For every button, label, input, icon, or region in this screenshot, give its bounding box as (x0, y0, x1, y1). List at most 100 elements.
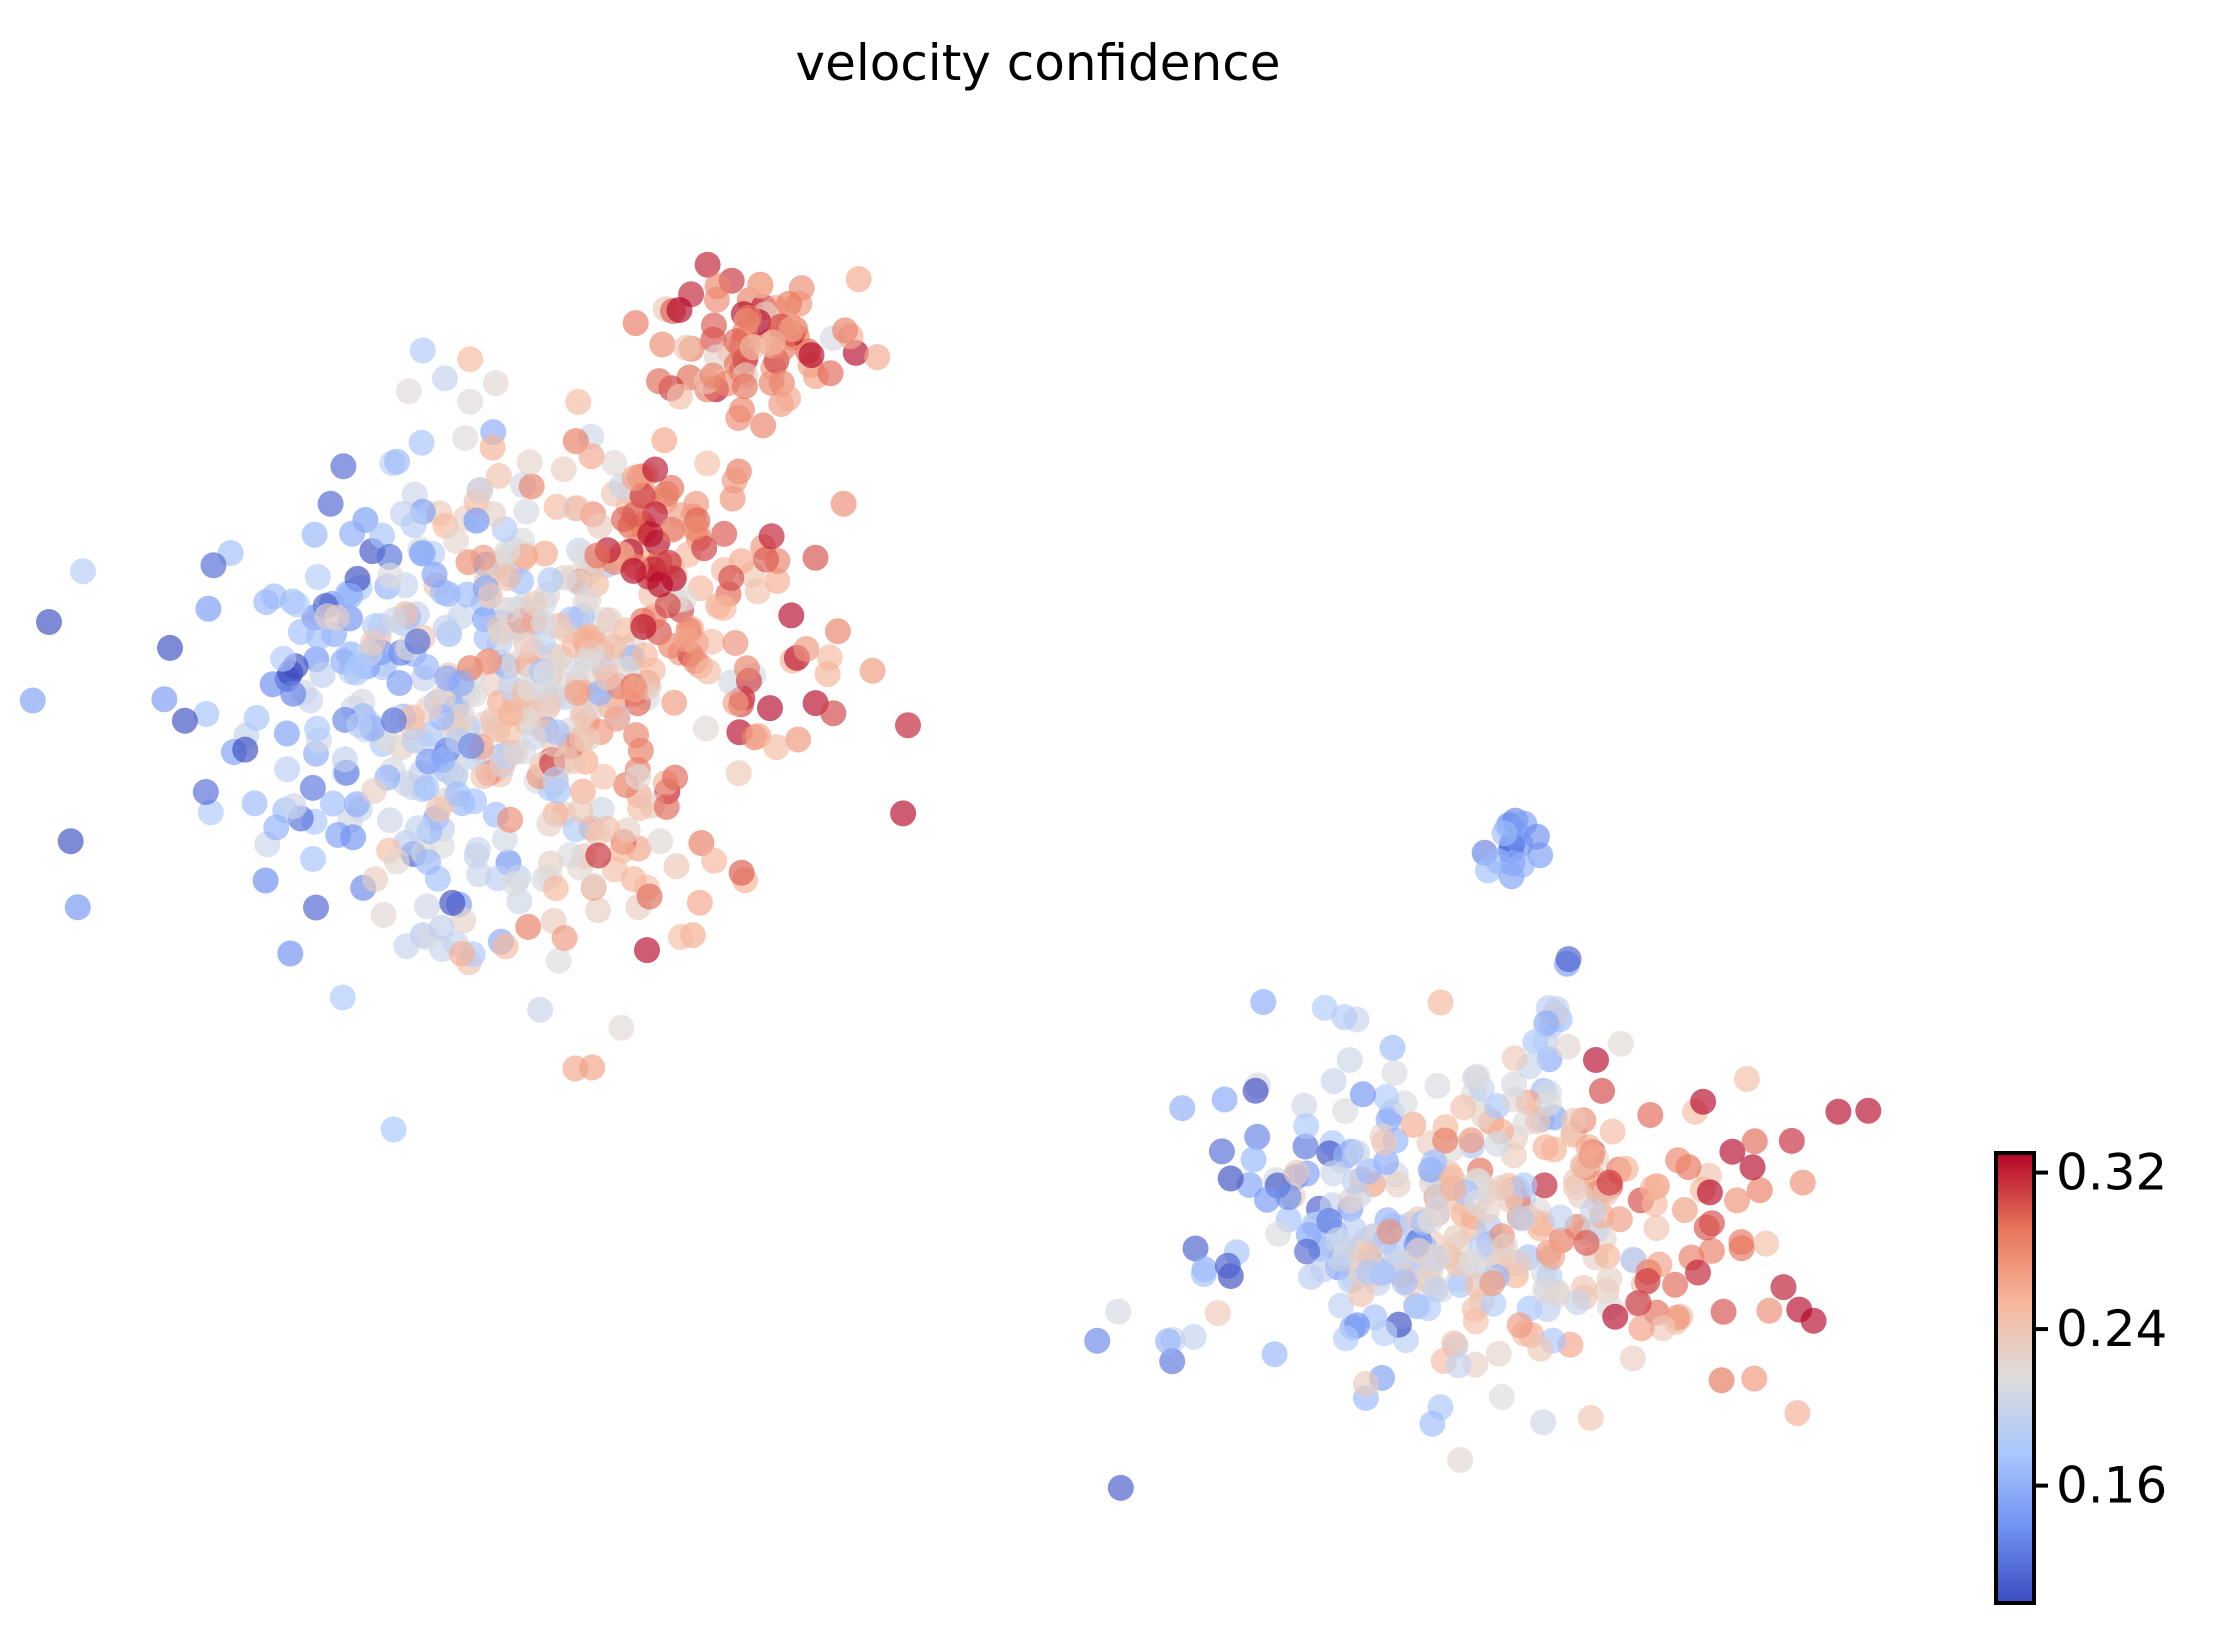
scatter-point (1561, 1107, 1587, 1134)
scatter-point (448, 940, 475, 967)
scatter-point (565, 388, 592, 415)
scatter-point (243, 704, 270, 731)
scatter-point (1356, 1259, 1382, 1286)
scatter-point (1573, 1229, 1600, 1256)
scatter-point (377, 807, 403, 834)
scatter-point (614, 817, 641, 844)
scatter-point (608, 1014, 635, 1041)
scatter-point (1244, 1123, 1271, 1150)
scatter-point (564, 679, 591, 706)
scatter-point (431, 365, 458, 392)
scatter-point (1464, 1063, 1491, 1090)
scatter-point (1320, 1068, 1347, 1095)
scatter-point (1379, 1034, 1406, 1061)
scatter-point (1506, 1249, 1533, 1276)
scatter-point (580, 872, 607, 899)
scatter-point (1756, 1297, 1783, 1324)
scatter-point (1532, 1134, 1559, 1161)
scatter-point (408, 429, 435, 456)
scatter-point (718, 565, 745, 591)
scatter-point (1443, 1224, 1470, 1251)
scatter-point (1217, 1165, 1244, 1192)
scatter-point (404, 628, 431, 655)
scatter-point (1506, 1312, 1533, 1339)
scatter-point (57, 828, 84, 855)
scatter-point (409, 337, 436, 364)
scatter-point (575, 623, 602, 650)
scatter-point (1554, 1033, 1581, 1060)
scatter-point (622, 676, 649, 703)
scatter-point (1291, 1092, 1318, 1119)
scatter-point (1527, 1335, 1554, 1362)
scatter-point (383, 848, 410, 875)
scatter-point (1487, 1175, 1514, 1202)
scatter-point (304, 564, 331, 590)
scatter-point (1384, 1171, 1411, 1198)
scatter-point (1415, 1295, 1442, 1322)
scatter-point (151, 686, 178, 713)
scatter-point (704, 273, 731, 300)
scatter-point (497, 806, 524, 833)
scatter-point (725, 760, 752, 787)
scatter-point (1349, 1081, 1376, 1108)
scatter-point (395, 378, 422, 405)
scatter-point (1547, 1204, 1574, 1231)
scatter-point (1643, 1215, 1670, 1242)
scatter-point (1637, 1102, 1664, 1128)
scatter-point (864, 344, 891, 371)
scatter-point (1596, 1265, 1623, 1292)
scatter-point (1254, 1186, 1280, 1213)
scatter-point (1671, 1197, 1698, 1223)
colorbar-ticks: 0.16 0.24 0.32 (2034, 1144, 2167, 1515)
scatter-point (492, 933, 519, 960)
scatter-point (1625, 1290, 1652, 1317)
scatter-point (64, 894, 91, 921)
scatter-point (734, 655, 760, 682)
scatter-point (432, 615, 459, 641)
scatter-point (700, 312, 727, 339)
scatter-point (304, 715, 331, 742)
scatter-point (722, 689, 749, 716)
scatter-point (666, 383, 693, 410)
scatter-point (1391, 1269, 1418, 1296)
scatter-point (764, 568, 791, 594)
scatter-point (1485, 1340, 1512, 1367)
scatter-point (317, 490, 344, 517)
scatter-point (1665, 1147, 1692, 1174)
scatter-point (434, 665, 461, 692)
scatter-point (1447, 1447, 1474, 1473)
scatter-point (1696, 1179, 1723, 1206)
scatter-point (1373, 1084, 1399, 1111)
scatter-point (533, 660, 560, 687)
scatter-point (817, 360, 844, 387)
scatter-point (482, 370, 509, 397)
scatter-point (578, 443, 605, 470)
scatter-point (590, 763, 617, 790)
scatter-point (568, 725, 595, 752)
scatter-point (1265, 1220, 1292, 1247)
scatter-point (1728, 1235, 1755, 1262)
scatter-point (695, 658, 722, 685)
scatter-point (1283, 1159, 1310, 1186)
scatter-point (1159, 1348, 1186, 1375)
scatter-point (300, 846, 326, 872)
scatter-point (1634, 1268, 1661, 1294)
scatter-point (1381, 1059, 1408, 1086)
scatter-point (845, 266, 872, 293)
scatter-point (739, 334, 766, 361)
chart-title: velocity confidence (795, 34, 1280, 92)
scatter-point (758, 523, 785, 550)
scatter-point (1479, 1270, 1506, 1297)
scatter-point (1371, 1129, 1398, 1156)
scatter-point (1786, 1296, 1813, 1323)
scatter-point (477, 582, 504, 609)
scatter-point (384, 448, 410, 475)
scatter-point (1355, 1158, 1382, 1185)
scatter-point (401, 727, 428, 754)
scatter-point (585, 842, 612, 869)
scatter-point (567, 797, 594, 824)
scatter-point (1741, 1128, 1768, 1155)
scatter-point (414, 893, 441, 920)
scatter-point (1753, 1230, 1780, 1257)
scatter-point (667, 924, 694, 950)
